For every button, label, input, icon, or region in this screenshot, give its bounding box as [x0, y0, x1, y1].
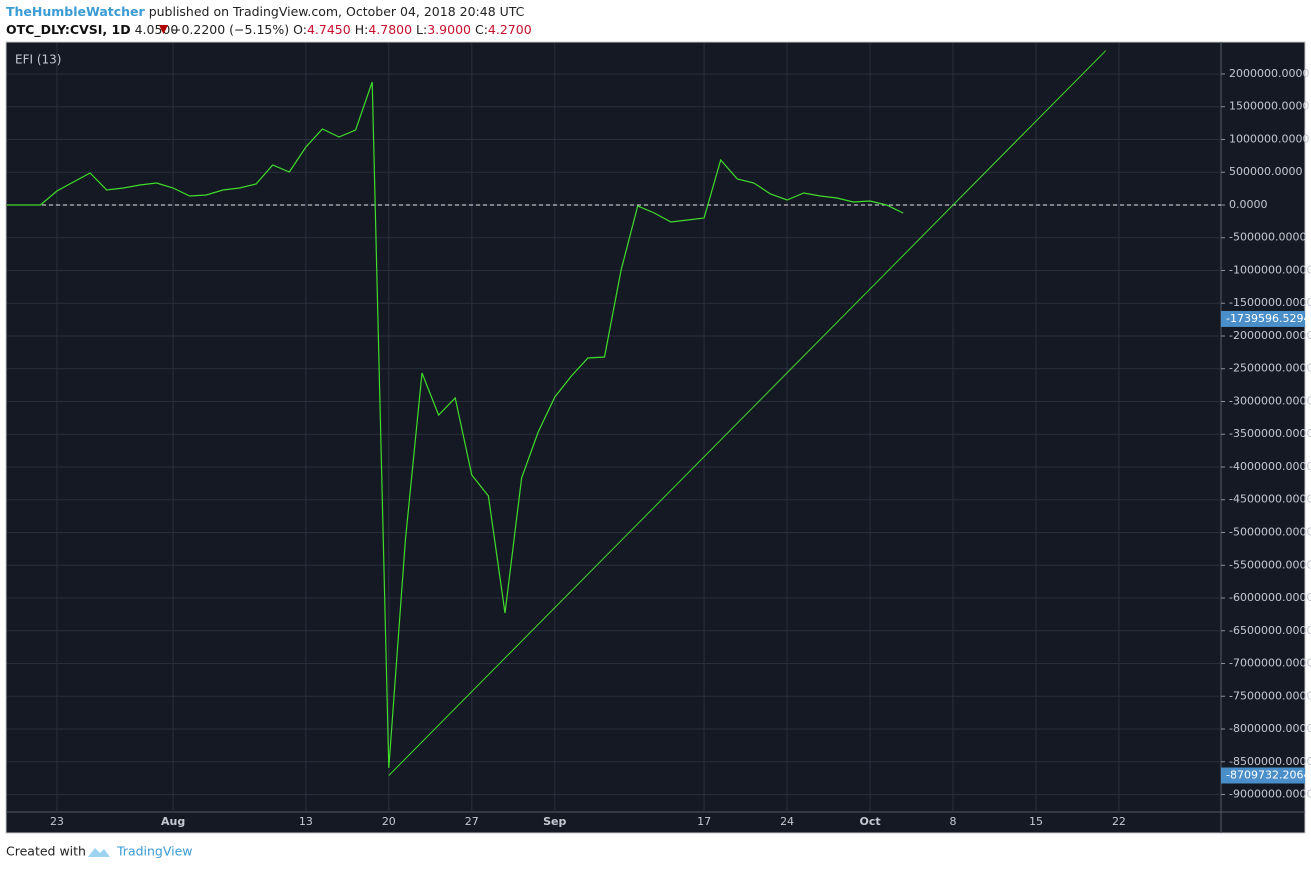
symbol: OTC_DLY:CVSI, 1D [6, 22, 131, 38]
x-tick-label: 17 [697, 815, 711, 828]
high-label: H: [355, 22, 369, 37]
y-tick-label: -2500000.0000 [1229, 362, 1311, 375]
low-label: L: [416, 22, 427, 37]
open: 4.7450 [307, 22, 351, 37]
grid [7, 43, 1221, 812]
y-tick-label: -5000000.0000 [1229, 526, 1311, 539]
y-tick-label: 1000000.0000 [1229, 132, 1309, 145]
x-tick-label: 13 [299, 815, 313, 828]
indicator-title: EFI (13) [15, 53, 61, 67]
y-tick-label: -4500000.0000 [1229, 493, 1311, 506]
y-tick-label: -8000000.0000 [1229, 722, 1311, 735]
open-label: O: [293, 22, 307, 37]
x-tick-label: Sep [543, 815, 566, 828]
high: 4.7800 [368, 22, 412, 37]
x-tick-label: Aug [161, 815, 185, 828]
header-line: TheHumbleWatcher published on TradingVie… [6, 4, 525, 19]
down-arrow [159, 25, 168, 34]
y-tick-label: 1500000.0000 [1229, 100, 1309, 113]
efi-line [7, 81, 904, 769]
x-tick-label: 15 [1029, 815, 1043, 828]
y-tick-label: 0.0000 [1229, 198, 1268, 211]
x-tick-label: 24 [780, 815, 794, 828]
y-tick-label: -500000.0000 [1229, 231, 1306, 244]
price-label-box [1221, 767, 1305, 784]
change: −0.2200 (−5.15%) [171, 22, 289, 37]
created-with: Created with [6, 844, 86, 859]
y-tick-label: -6000000.0000 [1229, 591, 1311, 604]
y-tick-label: -7000000.0000 [1229, 657, 1311, 670]
y-tick-label: -4000000.0000 [1229, 460, 1311, 473]
symbol-line: OTC_DLY:CVSI, 1D 4.0500 [6, 22, 178, 38]
y-tick-label: -8500000.0000 [1229, 755, 1311, 768]
trend-line [388, 50, 1107, 776]
close: 4.2700 [488, 22, 532, 37]
chart-panel [5, 41, 1306, 834]
x-tick-label: 23 [50, 815, 64, 828]
plot [7, 50, 1221, 776]
y-tick-label: -1000000.0000 [1229, 263, 1311, 276]
x-tick-label: 8 [950, 815, 957, 828]
y-tick-label: -5500000.0000 [1229, 558, 1311, 571]
low: 3.9000 [427, 22, 471, 37]
y-tick-label: -7500000.0000 [1229, 689, 1311, 702]
y-tick-label: -1500000.0000 [1229, 296, 1311, 309]
price-label: -8709732.2064 [1226, 768, 1310, 781]
x-tick-label: 27 [465, 815, 479, 828]
y-tick-label: -3500000.0000 [1229, 427, 1311, 440]
y-tick-label: -2000000.0000 [1229, 329, 1311, 342]
y-tick-label: -3000000.0000 [1229, 394, 1311, 407]
close-label: C: [475, 22, 488, 37]
published: published on TradingView.com, October 04… [149, 4, 525, 19]
quote-line: −0.2200 (−5.15%) O:4.7450 H:4.7800 L:3.9… [171, 22, 532, 37]
x-tick-label: 22 [1112, 815, 1126, 828]
price-label: -1739596.5294 [1226, 312, 1310, 325]
y-tick-label: -9000000.0000 [1229, 788, 1311, 801]
author[interactable]: TheHumbleWatcher [6, 4, 146, 19]
y-tick-label: 2000000.0000 [1229, 67, 1309, 80]
price-label-box [1221, 310, 1305, 327]
logo-icon [88, 848, 110, 857]
y-tick-label: -6500000.0000 [1229, 624, 1311, 637]
x-tick-label: Oct [859, 815, 880, 828]
brand[interactable]: TradingView [116, 844, 193, 859]
tradingview-logo [88, 848, 110, 857]
y-tick-label: 500000.0000 [1229, 165, 1302, 178]
x-tick-label: 20 [382, 815, 396, 828]
